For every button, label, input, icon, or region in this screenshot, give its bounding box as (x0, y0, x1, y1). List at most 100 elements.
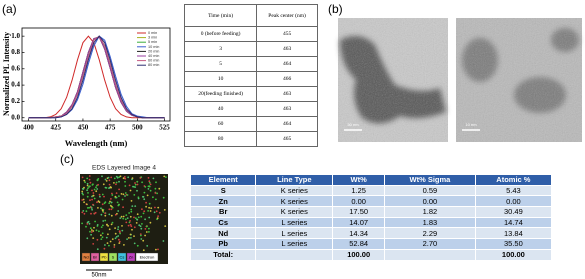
eds-dot (128, 184, 131, 187)
eds-dot (145, 225, 148, 228)
table-row: Nd L series 14.34 2.29 13.84 (189, 227, 553, 240)
eds-dot (83, 212, 86, 215)
eds-dot (136, 189, 138, 192)
table-cell (384, 248, 476, 261)
eds-dot (122, 177, 125, 180)
table-cell: 463 (256, 86, 318, 102)
scale-label: 10 nm (465, 122, 477, 127)
eds-dot (107, 176, 110, 179)
eds-dot (103, 195, 105, 198)
eds-dot (130, 208, 133, 211)
eds-dot (145, 231, 148, 233)
eds-dot (134, 186, 137, 189)
table-cell: 40 (183, 101, 258, 117)
table-cell: Zn (189, 195, 257, 208)
y-axis-title: Normalized PL Intensity (2, 32, 11, 116)
x-tick-label: 425 (50, 124, 61, 132)
eds-dot (81, 187, 84, 190)
eds-dot (97, 178, 100, 180)
eds-dot (110, 176, 113, 179)
eds-dot (101, 175, 103, 178)
eds-dot (93, 188, 96, 191)
eds-dot (156, 218, 159, 221)
eds-dot (148, 206, 151, 209)
chip (99, 252, 109, 262)
chip-label: Cs (120, 255, 125, 260)
table-cell: 0 (before feeding) (183, 26, 258, 42)
chip (135, 252, 159, 262)
eds-dot (97, 207, 99, 209)
eds-dot (147, 188, 150, 190)
eds-dot (96, 184, 98, 187)
eds-dot (94, 211, 97, 214)
eds-dot (122, 193, 125, 196)
eds-dot (81, 211, 84, 214)
eds-dot (134, 183, 137, 186)
table-row: 0 (before feeding) 455 (183, 26, 318, 42)
eds-dot (89, 227, 92, 230)
eds-dot (119, 232, 121, 235)
eds-dot (98, 201, 101, 204)
x-tick-label: 500 (132, 124, 143, 132)
eds-dot (142, 249, 145, 252)
eds-dot (145, 201, 148, 204)
eds-dot (108, 183, 111, 186)
table-cell: 100.00 (474, 248, 553, 261)
eds-dot (81, 199, 84, 201)
eds-dot (109, 200, 111, 203)
eds-dot (96, 225, 99, 227)
eds-dot (140, 227, 143, 230)
eds-dot (157, 206, 160, 209)
eds-dot (133, 235, 135, 238)
eds-dot (117, 204, 120, 207)
table-cell: Total: (189, 248, 257, 261)
y-tick-label: 0.0 (11, 113, 20, 121)
eds-dot (110, 198, 112, 200)
panel-label: (b) (328, 2, 343, 16)
table-cell: 3 (183, 41, 258, 57)
eds-dot (128, 221, 131, 224)
eds-dot (108, 202, 111, 205)
table-cell: 52.84 (332, 238, 386, 250)
table-cell: 5.43 (474, 184, 553, 197)
eds-dot (141, 223, 143, 225)
eds-dot (117, 226, 120, 228)
eds-dot (83, 186, 85, 189)
eds-dot (89, 185, 91, 188)
eds-dot (105, 180, 108, 182)
eds-dot (144, 228, 147, 230)
eds-dot (104, 244, 106, 246)
eds-dot (108, 208, 111, 211)
eds-dot (133, 226, 136, 229)
eds-dot (134, 182, 136, 184)
eds-dot (89, 181, 92, 184)
eds-dot (114, 213, 117, 216)
eds-dot (100, 226, 103, 229)
eds-dot (144, 218, 147, 221)
eds-dot (108, 228, 111, 231)
eds-dot (124, 192, 127, 194)
table-row: Pb L series 52.84 2.70 35.50 (189, 238, 553, 250)
eds-dot (148, 202, 151, 205)
eds-dot (129, 189, 132, 192)
chip-label: Br (93, 255, 98, 260)
table-cell: 464 (256, 56, 318, 72)
table-row: 20(feeding finished) 463 (183, 86, 318, 102)
eds-dot (130, 233, 132, 236)
legend-label: 10 min (148, 45, 159, 49)
header-cell: Element (189, 174, 257, 186)
eds-dot (142, 196, 145, 198)
eds-dot (139, 176, 142, 179)
eds-dot (141, 181, 144, 184)
eds-dot (93, 197, 96, 200)
eds-dot (155, 210, 158, 213)
eds-dot (122, 215, 125, 218)
table-cell: 14.74 (474, 216, 553, 229)
tem-background (456, 18, 582, 142)
eds-dot (89, 199, 91, 202)
eds-dot (118, 180, 120, 183)
table-cell: 30.49 (474, 206, 553, 218)
table-header: Element Line Type Wt% Wt% Sigma Atomic % (189, 174, 553, 186)
eds-dot (147, 185, 150, 188)
